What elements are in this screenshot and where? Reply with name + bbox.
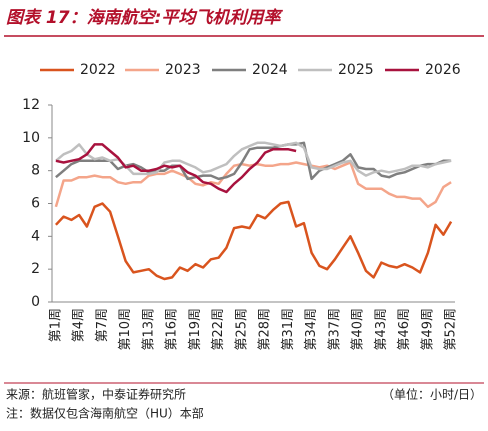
x-tick-label: 第52周 [444,308,459,351]
x-tick-label: 第46周 [397,308,412,351]
series-line [54,200,453,281]
x-tick-label: 第34周 [304,308,319,351]
x-tick-label: 第19周 [188,308,203,351]
chart-title: 图表 17：海南航空:平均飞机利用率 [6,8,283,28]
y-tick-label: 6 [31,196,40,212]
series-line [55,143,297,194]
y-tick-label: 10 [22,130,40,146]
y-tick-label: 2 [31,261,40,277]
x-tick-label: 第13周 [141,308,156,351]
x-tick-label: 第25周 [234,308,249,351]
legend-label: 2025 [338,62,374,78]
y-tick-label: 0 [31,294,40,310]
legend-label: 2023 [165,62,201,78]
legend-label: 2026 [425,62,461,78]
series-line [55,141,452,181]
x-tick-label: 第43周 [374,308,389,351]
x-tick-label: 第22周 [211,308,226,351]
x-tick-label: 第1周 [48,308,63,342]
y-tick-label: 4 [31,228,40,244]
x-tick-label: 第40周 [351,308,366,351]
x-tick-label: 第28周 [258,308,273,351]
y-tick-label: 8 [31,163,40,179]
x-tick-label: 第7周 [95,308,110,342]
series-line [54,161,452,209]
x-tick-label: 第31周 [281,308,296,351]
x-tick-label: 第10周 [118,308,133,351]
x-tick-label: 第49周 [420,308,435,351]
x-tick-label: 第37周 [327,308,342,351]
source: 来源：航班管家，中泰证券研究所 [6,387,186,402]
legend-label: 2024 [252,62,288,78]
x-tick-label: 第16周 [165,308,180,351]
x-tick-label: 第4周 [72,308,87,342]
legend-label: 2022 [80,62,116,78]
note: 注：数据仅包含海南航空（HU）本部 [6,406,204,421]
y-tick-label: 12 [22,97,40,113]
unit: （单位：小时/日） [382,387,482,402]
